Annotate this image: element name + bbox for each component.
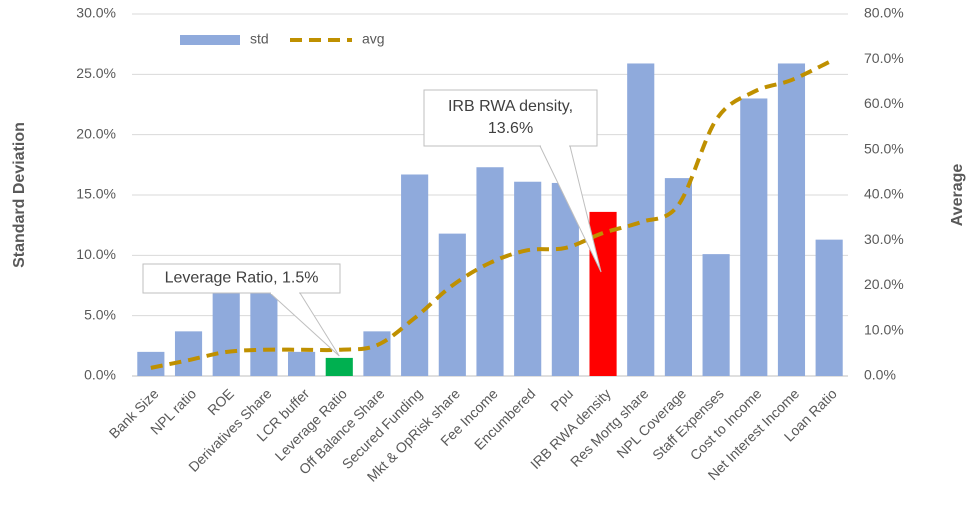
y-tick-label: 10.0% (76, 246, 116, 262)
y2-tick-label: 50.0% (864, 140, 904, 156)
y2-tick-label: 0.0% (864, 367, 896, 383)
bar (137, 351, 165, 376)
y2-tick-label: 30.0% (864, 231, 904, 247)
bar (589, 211, 617, 376)
y-tick-label: 25.0% (76, 65, 116, 81)
x-tick-label: ROE (204, 385, 237, 418)
bar (212, 291, 240, 376)
y2-tick-label: 70.0% (864, 50, 904, 66)
bar (363, 331, 391, 376)
y-tick-label: 30.0% (76, 5, 116, 21)
annotation-text: Leverage Ratio, 1.5% (165, 270, 319, 287)
annotation-box (423, 89, 598, 147)
bar (288, 351, 316, 376)
bar (250, 291, 278, 376)
bar (702, 254, 730, 376)
callout (539, 145, 602, 273)
line (150, 60, 831, 370)
bar (401, 174, 429, 376)
y-tick-label: 15.0% (76, 186, 116, 202)
callout (269, 292, 340, 357)
bar (514, 181, 542, 376)
bar (325, 357, 353, 376)
bar (740, 98, 768, 376)
legend-label: avg (362, 31, 385, 47)
y2-tick-label: 20.0% (864, 276, 904, 292)
y2-tick-label: 40.0% (864, 186, 904, 202)
bar (815, 239, 843, 376)
y2-tick-label: 80.0% (864, 5, 904, 21)
y-axis-title: Standard Deviation (11, 122, 28, 268)
bar (476, 167, 504, 376)
y-tick-label: 0.0% (84, 367, 116, 383)
bar (777, 63, 806, 377)
y-tick-label: 5.0% (84, 306, 116, 322)
annotation-text: IRB RWA density, (448, 98, 573, 115)
y-tick-label: 20.0% (76, 125, 116, 141)
legend-label: std (250, 31, 269, 47)
annotation-text: 13.6% (488, 120, 533, 137)
bar (438, 233, 466, 376)
legend-swatch (180, 35, 240, 45)
y2-tick-label: 10.0% (864, 321, 904, 337)
x-tick-label: Ppu (547, 385, 576, 414)
y2-tick-label: 60.0% (864, 95, 904, 111)
y2-axis-title: Average (949, 164, 966, 227)
bar (174, 331, 203, 376)
bar (664, 178, 692, 376)
annotation-box (142, 263, 341, 294)
